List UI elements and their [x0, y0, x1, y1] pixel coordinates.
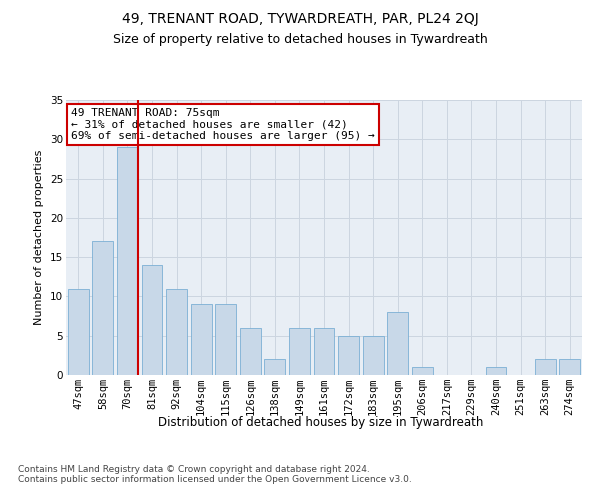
Bar	[362, 336, 383, 375]
Text: Size of property relative to detached houses in Tywardreath: Size of property relative to detached ho…	[113, 32, 487, 46]
Text: Distribution of detached houses by size in Tywardreath: Distribution of detached houses by size …	[158, 416, 484, 429]
Bar	[240, 328, 261, 375]
Y-axis label: Number of detached properties: Number of detached properties	[34, 150, 44, 325]
Bar	[338, 336, 359, 375]
Bar	[289, 328, 310, 375]
Bar	[166, 288, 187, 375]
Bar	[535, 360, 556, 375]
Bar	[117, 147, 138, 375]
Text: 49, TRENANT ROAD, TYWARDREATH, PAR, PL24 2QJ: 49, TRENANT ROAD, TYWARDREATH, PAR, PL24…	[122, 12, 478, 26]
Bar	[265, 360, 286, 375]
Bar	[387, 312, 408, 375]
Bar	[215, 304, 236, 375]
Bar	[191, 304, 212, 375]
Bar	[68, 288, 89, 375]
Bar	[314, 328, 334, 375]
Bar	[412, 367, 433, 375]
Text: Contains HM Land Registry data © Crown copyright and database right 2024.
Contai: Contains HM Land Registry data © Crown c…	[18, 465, 412, 484]
Text: 49 TRENANT ROAD: 75sqm
← 31% of detached houses are smaller (42)
69% of semi-det: 49 TRENANT ROAD: 75sqm ← 31% of detached…	[71, 108, 375, 142]
Bar	[92, 242, 113, 375]
Bar	[142, 265, 163, 375]
Bar	[485, 367, 506, 375]
Bar	[559, 360, 580, 375]
